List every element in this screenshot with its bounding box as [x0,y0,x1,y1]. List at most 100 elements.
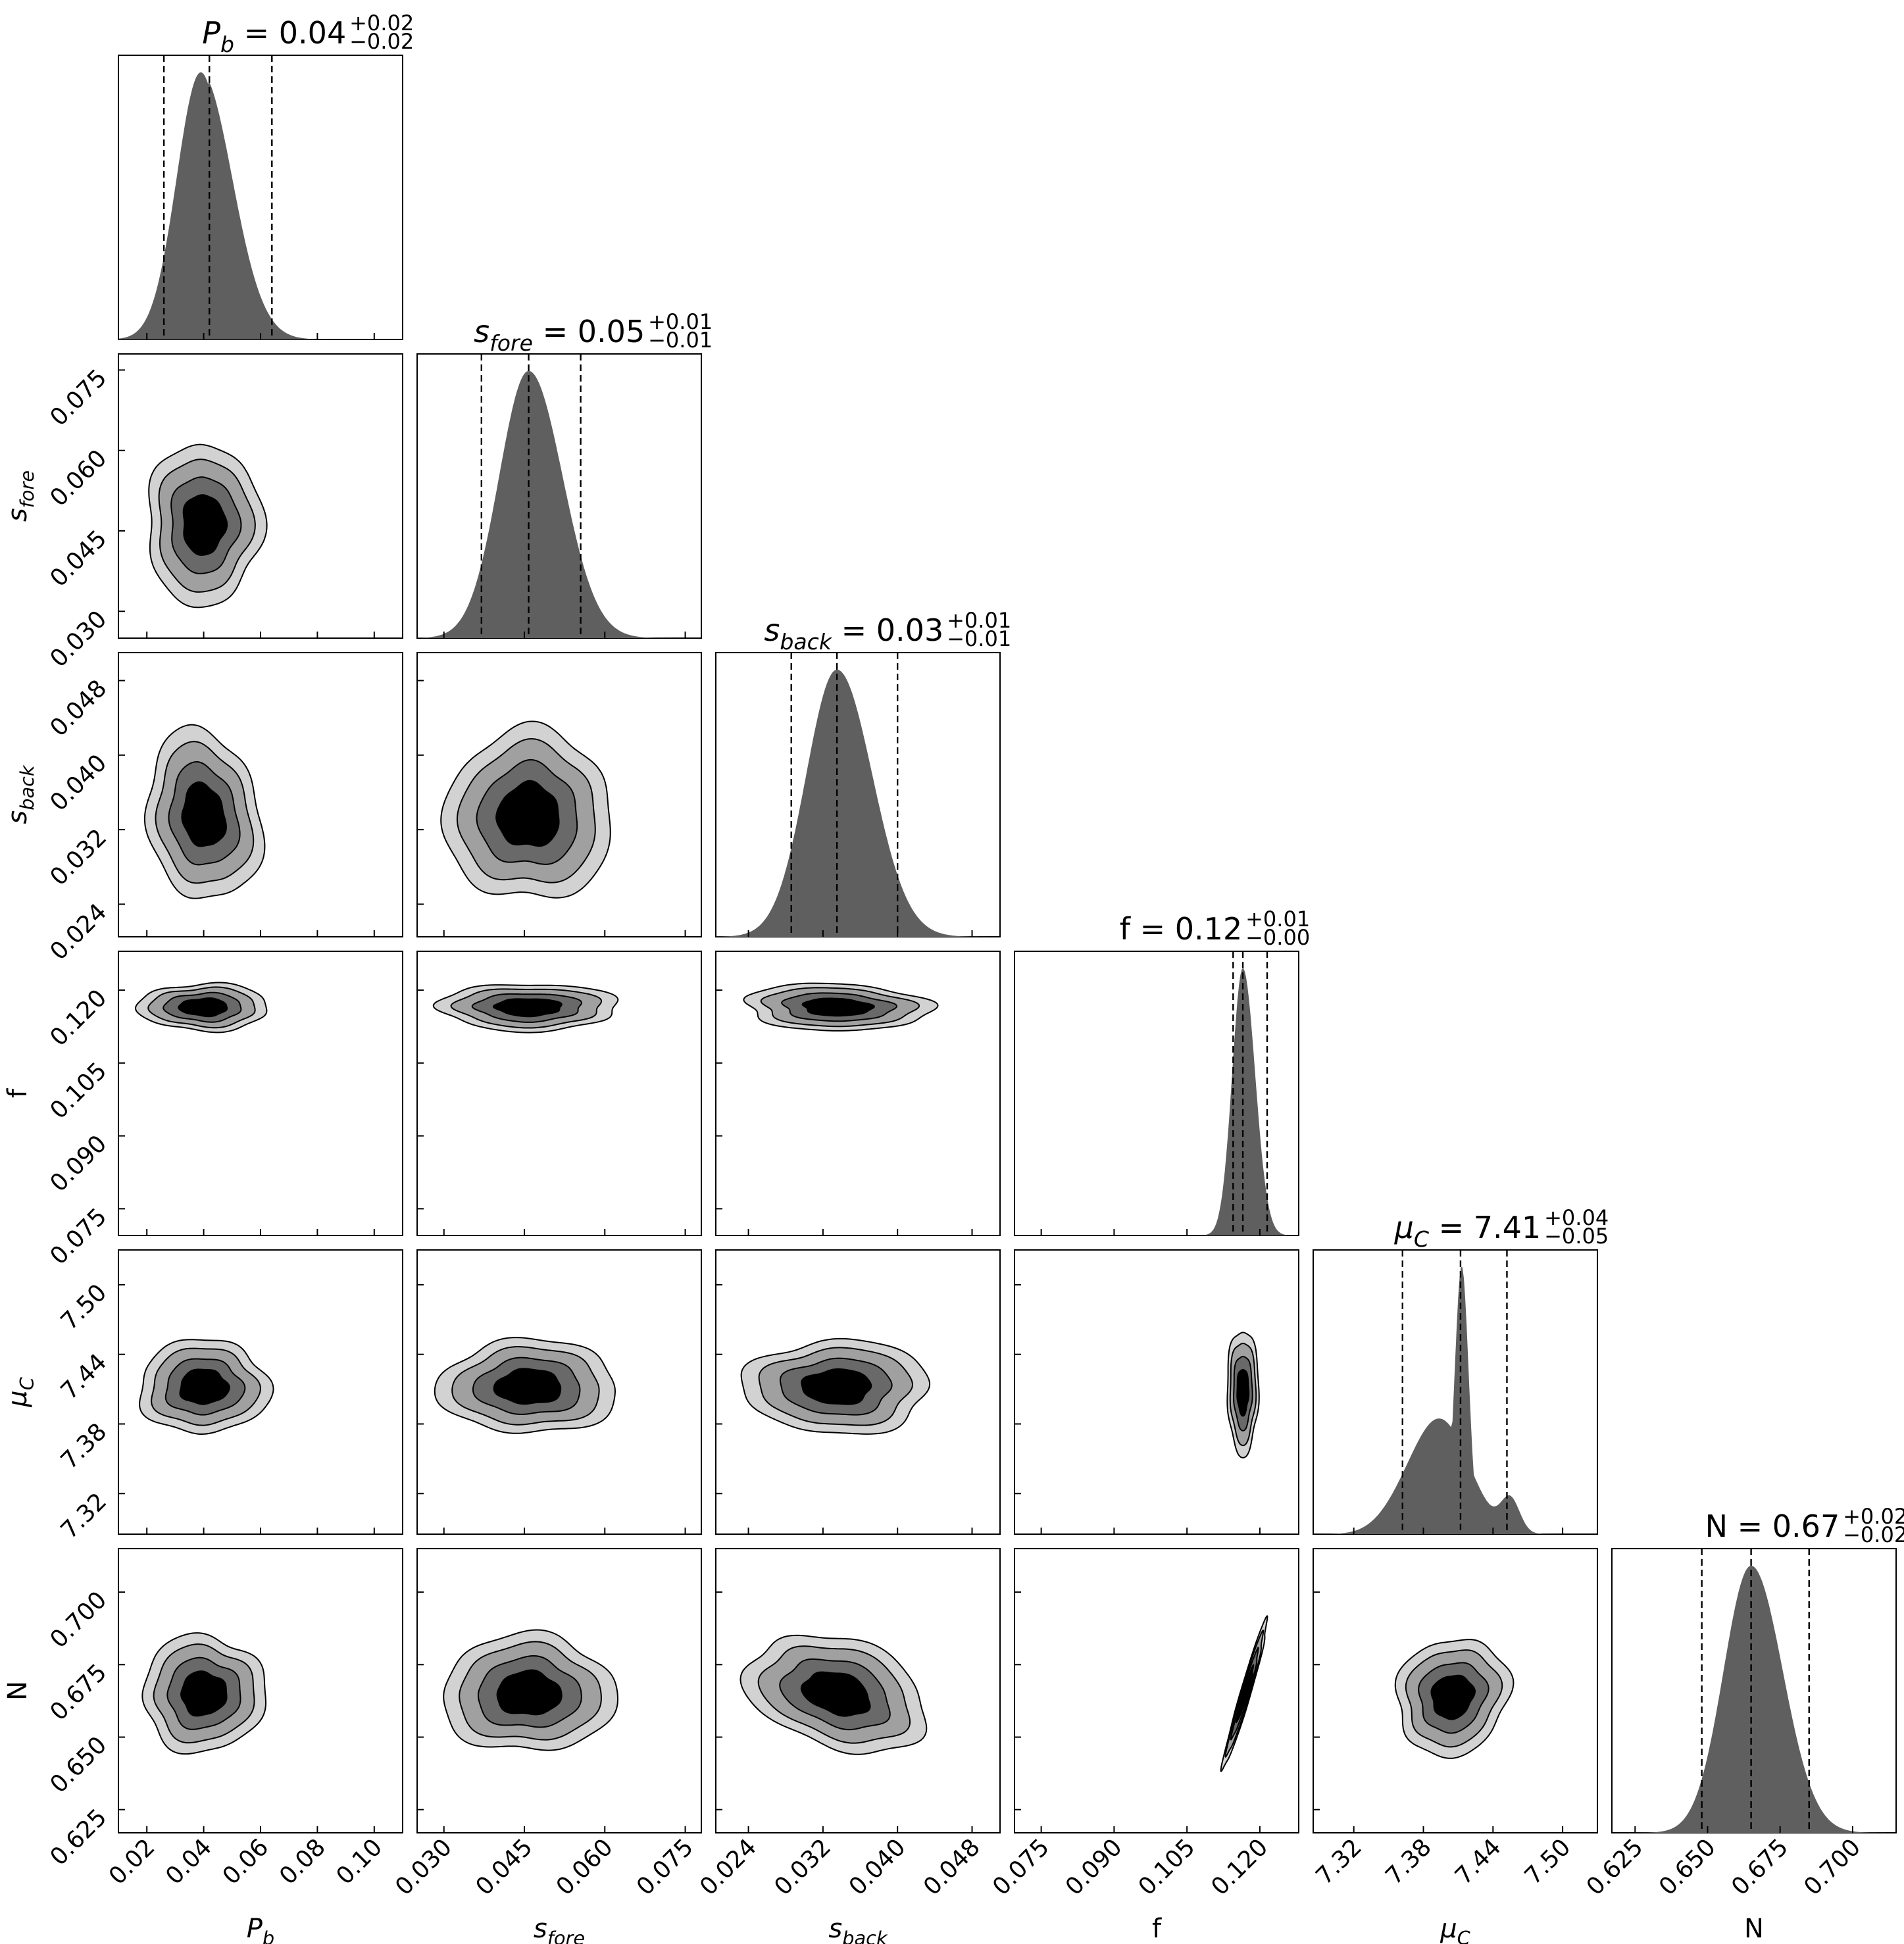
x-axis-label-N: N [1744,1914,1764,1944]
panel-sfore-N [416,1548,702,1833]
contour-4 [493,1368,562,1405]
title-plus: +0.01 [1245,907,1310,932]
x-tick-label: 0.650 [1654,1833,1721,1901]
x-tick-label: 0.120 [1206,1833,1273,1901]
x-tick-label: 7.38 [1380,1833,1437,1890]
title-symbol: f [1120,911,1132,947]
x-tick-label: 0.040 [844,1833,911,1901]
y-tick-label: 0.120 [45,984,112,1051]
x-tick-label: 0.02 [104,1833,161,1890]
panel-Pb-N [118,1548,403,1833]
title-f: f = 0.12 +0.01−0.00 [1120,907,1310,950]
x-tick-label: 0.048 [918,1833,986,1901]
panel-f [1014,951,1299,1236]
panel-muC [1313,1249,1598,1535]
y-tick-label: 0.090 [45,1130,112,1197]
y-tick-label: 0.105 [45,1057,112,1124]
panel-f-N [1014,1548,1299,1833]
panel-sfore-muC [416,1249,702,1535]
title-sfore: sfore = 0.05 +0.01−0.01 [474,309,713,356]
x-axis-label-Pb: Pb [247,1914,274,1944]
y-tick-label: 0.032 [45,824,112,891]
x-tick-label: 0.10 [331,1833,388,1890]
contour-4 [179,1368,230,1405]
panel-sback-muC [715,1249,1001,1535]
y-tick-label: 0.650 [45,1732,112,1799]
x-tick-label: 0.075 [988,1833,1055,1901]
histogram-sback [716,669,1000,937]
panel-muC-N [1313,1548,1598,1833]
contour-4 [1236,1368,1250,1417]
x-tick-label: 0.105 [1134,1833,1201,1901]
title-symbol: sback [764,612,832,655]
title-plus: +0.02 [349,11,414,36]
title-minus: −0.00 [1245,925,1310,950]
histogram-sfore [417,370,701,638]
panel-Pb-sfore [118,353,403,639]
contour-4 [182,494,228,556]
title-minus: −0.01 [648,328,713,353]
x-tick-label: 0.075 [632,1833,699,1901]
contour-4 [801,997,875,1017]
title-value: = 0.05 [533,314,645,349]
y-tick-label: 0.024 [45,899,112,966]
panel-f-muC [1014,1249,1299,1535]
panel-frame [1014,1548,1299,1833]
y-tick-label: 7.32 [56,1488,113,1545]
x-tick-label: 0.030 [390,1833,457,1901]
x-axis-label-sback: sback [828,1914,888,1944]
contour-4 [495,780,560,847]
title-value: = 0.04 [234,15,346,51]
y-axis-label-sfore: sfore [3,470,38,522]
contour-4 [1430,1674,1476,1720]
y-tick-label: 0.060 [45,445,112,512]
contour-4 [801,1368,872,1405]
title-muC: μC = 7.41 +0.04−0.05 [1394,1205,1609,1252]
x-tick-label: 0.04 [161,1833,217,1890]
title-minus: −0.05 [1544,1224,1609,1249]
panel-sback-N [715,1548,1001,1833]
contour-4 [181,781,228,847]
panel-sback [715,652,1001,937]
title-plus: +0.04 [1544,1205,1609,1230]
y-axis-label-sback: sback [3,764,38,824]
contour-4 [1235,1664,1255,1724]
panel-N [1611,1548,1897,1833]
title-symbol: μC [1394,1210,1429,1252]
y-axis-label-N: N [3,1681,33,1701]
histogram-muC [1313,1266,1597,1534]
y-tick-label: 7.50 [56,1279,113,1335]
y-tick-label: 7.44 [56,1349,113,1405]
title-value: = 0.03 [832,612,943,648]
y-tick-label: 0.045 [45,525,112,592]
panel-Pb [118,55,403,340]
x-tick-label: 7.50 [1520,1833,1576,1890]
contour-4 [492,998,563,1018]
contour-4 [496,1669,563,1716]
panel-Pb-muC [118,1249,403,1535]
title-value: = 0.67 [1728,1508,1840,1544]
y-tick-label: 7.38 [56,1418,113,1475]
panel-sfore-sback [416,652,702,937]
y-tick-label: 0.040 [45,749,112,816]
title-value: = 7.41 [1429,1210,1541,1245]
title-minus: −0.01 [947,626,1011,651]
contour-4 [178,997,228,1018]
title-minus: −0.02 [349,29,414,54]
histogram-f [1015,968,1299,1235]
title-N: N = 0.67 +0.02−0.02 [1705,1504,1904,1547]
title-minus: −0.02 [1843,1522,1904,1547]
title-symbol: N [1705,1508,1728,1544]
x-tick-label: 0.090 [1061,1833,1128,1901]
panel-sfore-f [416,951,702,1236]
contour-4 [180,1670,228,1717]
x-axis-label-sfore: sfore [534,1914,585,1944]
y-tick-label: 0.030 [45,606,112,673]
y-tick-label: 0.048 [45,675,112,742]
title-sback: sback = 0.03 +0.01−0.01 [764,608,1011,655]
y-tick-label: 0.075 [45,1203,112,1270]
histogram-Pb [118,72,403,340]
x-tick-label: 0.08 [274,1833,331,1890]
title-symbol: Pb [202,15,234,57]
x-tick-label: 0.024 [695,1833,762,1901]
